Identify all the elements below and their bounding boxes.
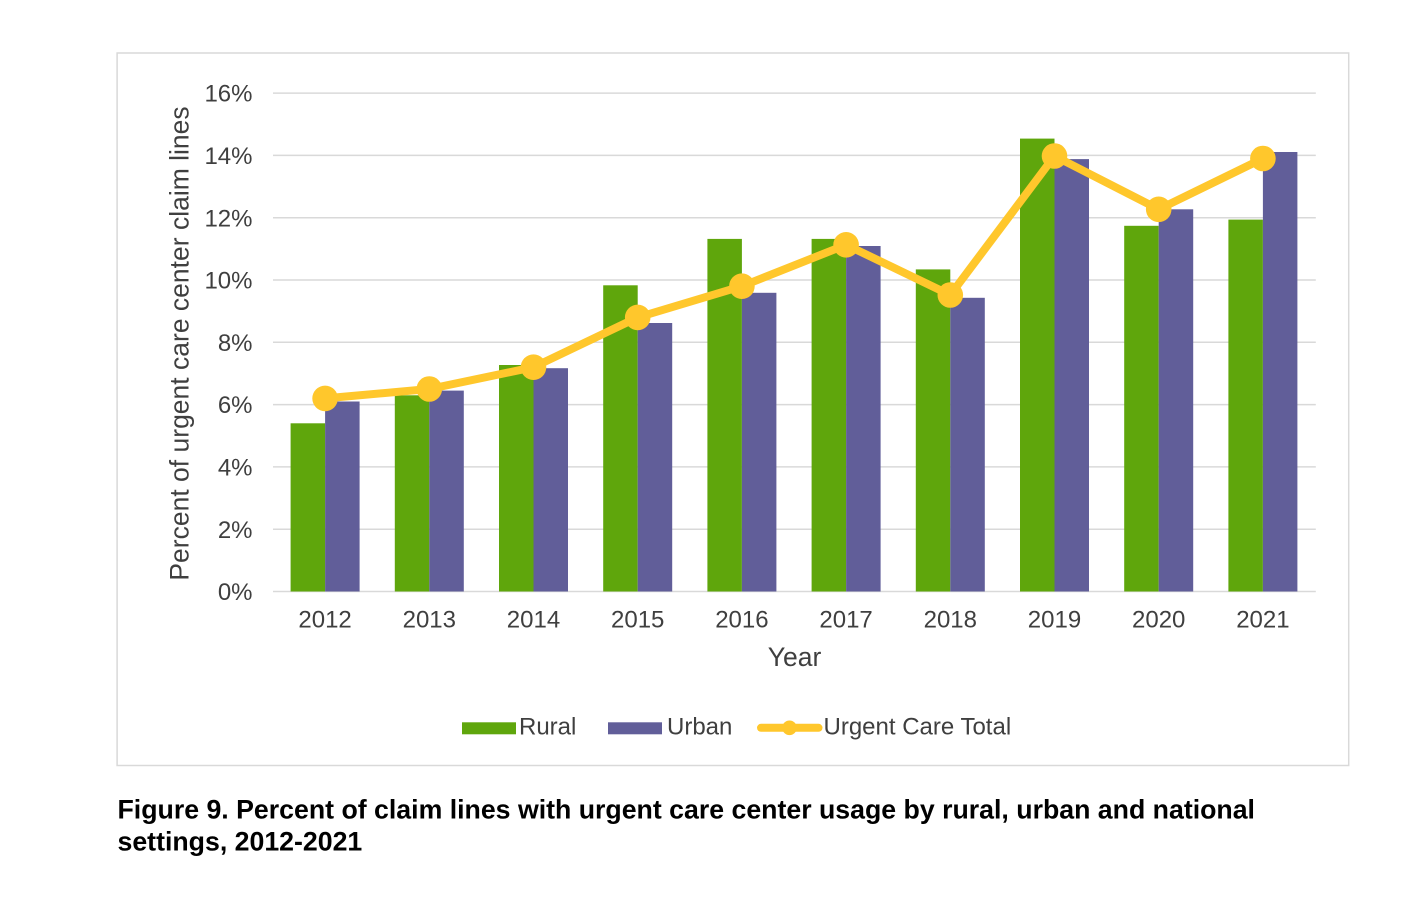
svg-text:settings, 2012-2021: settings, 2012-2021 bbox=[118, 827, 363, 857]
svg-text:2%: 2% bbox=[218, 517, 253, 544]
svg-text:2012: 2012 bbox=[298, 607, 351, 634]
svg-text:Figure 9. Percent of claim lin: Figure 9. Percent of claim lines with ur… bbox=[118, 794, 1255, 824]
svg-text:8%: 8% bbox=[218, 330, 253, 357]
svg-text:Percent of urgent care center: Percent of urgent care center claim line… bbox=[164, 106, 194, 580]
svg-text:4%: 4% bbox=[218, 455, 253, 482]
svg-text:2019: 2019 bbox=[1028, 607, 1081, 634]
svg-text:Rural: Rural bbox=[519, 713, 576, 740]
svg-text:14%: 14% bbox=[204, 143, 252, 170]
svg-text:2021: 2021 bbox=[1236, 607, 1289, 634]
svg-text:6%: 6% bbox=[218, 392, 253, 419]
svg-text:2018: 2018 bbox=[924, 607, 977, 634]
svg-text:16%: 16% bbox=[204, 81, 252, 108]
svg-text:Urgent Care Total: Urgent Care Total bbox=[824, 713, 1012, 740]
svg-text:2013: 2013 bbox=[403, 607, 456, 634]
svg-text:Urban: Urban bbox=[667, 713, 732, 740]
svg-text:2020: 2020 bbox=[1132, 607, 1185, 634]
svg-text:0%: 0% bbox=[218, 579, 253, 606]
svg-text:2014: 2014 bbox=[507, 607, 560, 634]
svg-text:2016: 2016 bbox=[715, 607, 768, 634]
svg-text:2015: 2015 bbox=[611, 607, 664, 634]
svg-text:Year: Year bbox=[768, 642, 822, 672]
svg-text:12%: 12% bbox=[204, 205, 252, 232]
svg-text:10%: 10% bbox=[204, 268, 252, 295]
svg-text:2017: 2017 bbox=[819, 607, 872, 634]
